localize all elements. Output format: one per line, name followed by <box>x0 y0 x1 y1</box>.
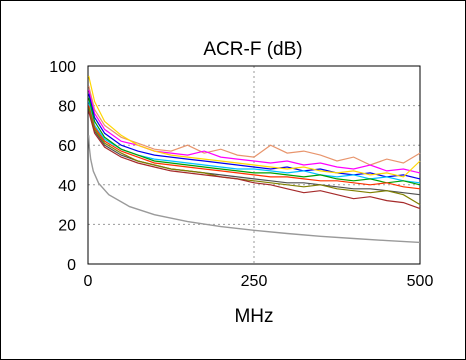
series-line-4 <box>88 75 421 178</box>
y-tick-label: 40 <box>58 178 76 195</box>
x-axis-label: MHz <box>234 306 273 327</box>
chart-title: ACR-F (dB) <box>203 39 302 60</box>
x-axis-ticks: 0 250 500 <box>84 273 434 290</box>
limit-line-layer <box>88 135 421 244</box>
y-tick-label: 60 <box>58 138 76 155</box>
series-line-6 <box>88 97 421 186</box>
series-line-10 <box>88 111 421 210</box>
y-tick-label: 100 <box>49 59 76 76</box>
series-line-9 <box>88 107 421 206</box>
y-axis-ticks: 0 20 40 60 80 100 <box>49 59 76 274</box>
y-tick-label: 80 <box>58 99 76 116</box>
x-tick-label: 250 <box>241 273 268 290</box>
y-tick-label: 0 <box>67 257 76 274</box>
x-tick-label: 500 <box>407 273 434 290</box>
plot-area <box>87 65 421 265</box>
x-tick-label: 0 <box>84 273 93 290</box>
y-tick-label: 20 <box>58 217 76 234</box>
series-layer <box>88 75 421 210</box>
limit-line <box>88 135 421 244</box>
series-line-7 <box>88 105 421 190</box>
series-line-8 <box>88 109 421 196</box>
series-line-2 <box>88 89 421 174</box>
series-line-3 <box>88 93 421 180</box>
